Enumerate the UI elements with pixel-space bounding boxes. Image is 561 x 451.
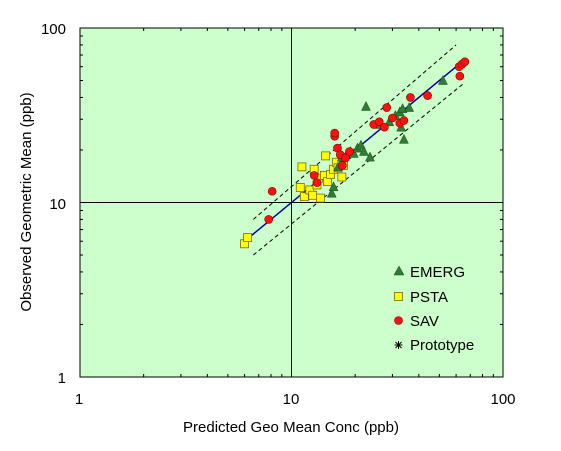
psta-point xyxy=(337,172,347,182)
sav-point xyxy=(388,113,397,123)
psta-point xyxy=(308,190,318,200)
legend: EMERG PSTA SAV Prototype xyxy=(393,264,474,354)
y-axis-title: Observed Geometric Mean (ppb) xyxy=(18,92,35,311)
emerg-point xyxy=(438,74,448,85)
sav-point xyxy=(460,57,470,67)
legend-sav-marker xyxy=(394,316,403,325)
psta-point xyxy=(295,183,305,192)
sav-point xyxy=(455,71,465,81)
sav-point xyxy=(374,117,384,127)
legend-prototype-label: Prototype xyxy=(410,337,474,354)
sav-point xyxy=(382,103,392,112)
legend-emerg-marker xyxy=(393,265,405,276)
emerg-point xyxy=(326,187,337,198)
data-points-group xyxy=(240,57,470,249)
sav-point xyxy=(423,91,432,100)
legend-emerg-label: EMERG xyxy=(410,264,465,281)
emerg-point xyxy=(359,145,369,156)
y-tick-label-1: 1 xyxy=(58,370,66,387)
psta-point xyxy=(316,193,325,203)
legend-sav-label: SAV xyxy=(410,313,439,330)
plot-area-group xyxy=(79,27,504,378)
sav-point xyxy=(380,122,389,132)
sav-point xyxy=(309,171,319,180)
emerg-point xyxy=(397,103,408,113)
sav-point xyxy=(399,116,409,125)
emerg-point xyxy=(328,181,339,192)
psta-point xyxy=(297,162,307,172)
sav-point xyxy=(330,128,339,138)
legend-prototype-marker xyxy=(394,341,403,349)
emerg-point xyxy=(361,100,371,111)
legend-psta-marker xyxy=(394,292,403,301)
emerg-point xyxy=(356,139,366,150)
sav-point xyxy=(406,93,415,102)
emerg-point xyxy=(365,151,375,162)
sav-point xyxy=(312,178,322,187)
sav-point xyxy=(338,161,347,170)
y-tick-label-100: 100 xyxy=(41,21,66,38)
x-tick-label-100: 100 xyxy=(490,391,515,408)
y-tick-label-10: 10 xyxy=(49,196,66,213)
emerg-point xyxy=(404,102,415,112)
x-tick-label-10: 10 xyxy=(283,391,300,408)
upper-bound-line xyxy=(253,44,457,220)
emerg-point xyxy=(399,133,409,144)
psta-point xyxy=(321,151,331,161)
sav-point xyxy=(345,147,354,156)
sav-point xyxy=(264,215,273,224)
psta-point xyxy=(243,233,252,242)
x-tick-label-1: 1 xyxy=(75,391,83,408)
x-axis-title: Predicted Geo Mean Conc (ppb) xyxy=(183,419,399,436)
legend-psta-label: PSTA xyxy=(410,289,448,306)
sav-point xyxy=(341,153,350,163)
sav-point xyxy=(267,186,277,196)
lower-bound-line xyxy=(253,83,464,256)
